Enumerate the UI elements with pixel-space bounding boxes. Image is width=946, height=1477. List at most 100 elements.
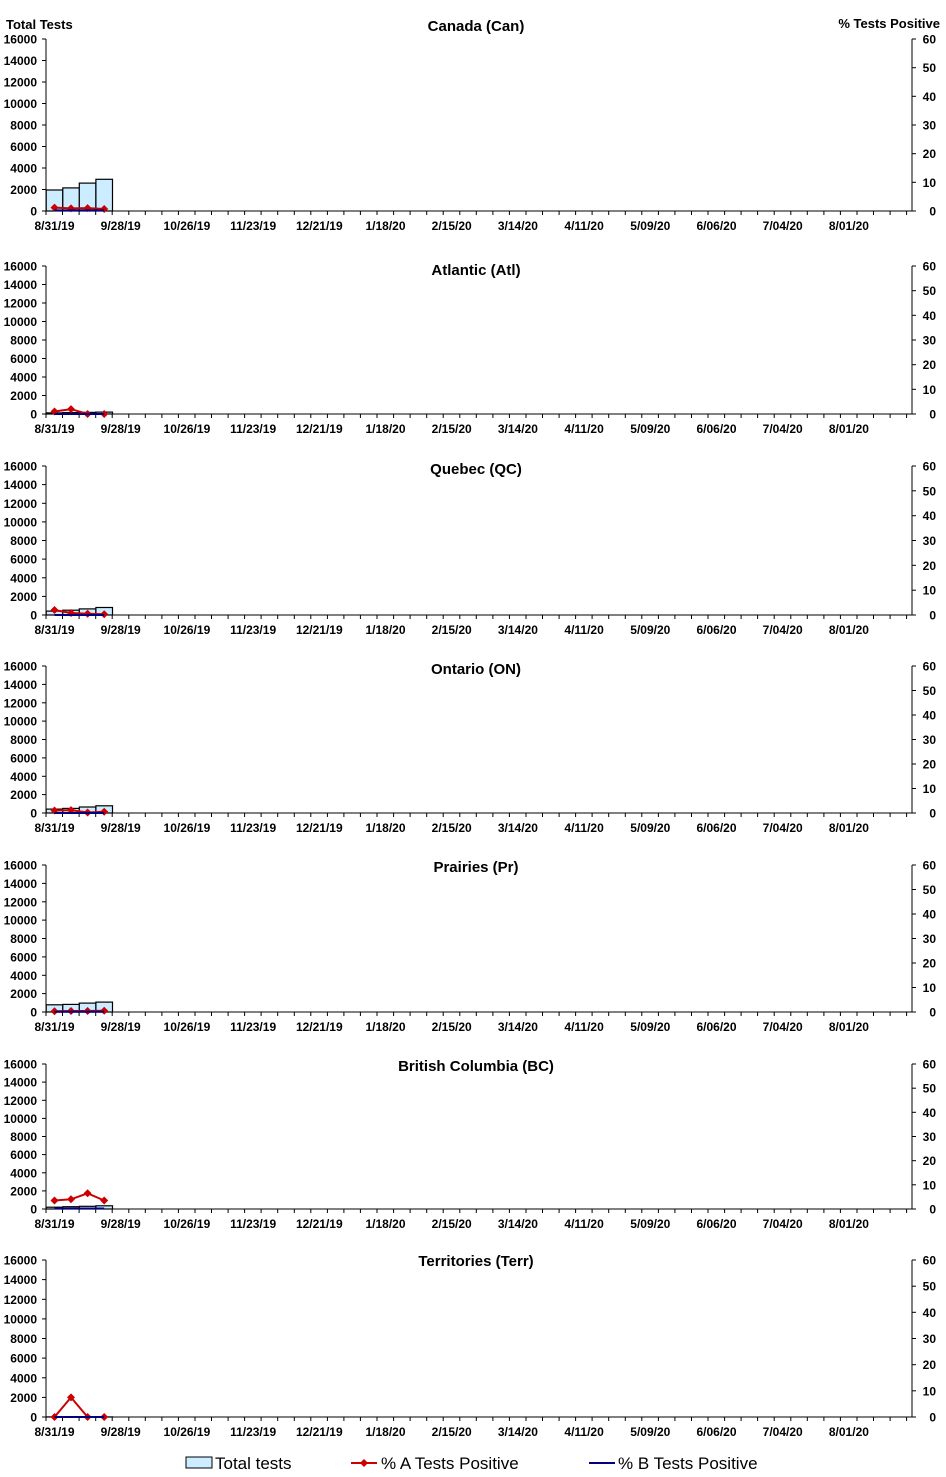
left-tick-label: 10000 (4, 515, 38, 529)
left-tick-label: 8000 (10, 119, 37, 133)
x-tick-label: 1/18/20 (365, 1217, 405, 1231)
x-tick-label: 3/14/20 (498, 1217, 538, 1231)
left-tick-label: 12000 (4, 696, 38, 710)
x-tick-label: 9/28/19 (101, 1020, 141, 1034)
left-tick-label: 16000 (4, 33, 38, 47)
x-tick-label: 8/01/20 (829, 623, 869, 637)
chart-panel: British Columbia (BC) 0 2000 4000 6000 8000 10… (4, 1058, 937, 1232)
chart-panel: Prairies (Pr) 0 2000 4000 6000 8000 10000 12000… (4, 859, 937, 1035)
left-tick-label: 14000 (4, 278, 38, 292)
legend-total-tests-label: Total tests (215, 1454, 292, 1473)
right-axis-title: % Tests Positive (838, 16, 940, 31)
x-tick-label: 12/21/19 (296, 1425, 343, 1439)
x-tick-label: 2/15/20 (432, 821, 472, 835)
right-tick-label: 60 (923, 1058, 937, 1072)
left-tick-label: 4000 (10, 571, 37, 585)
left-tick-label: 14000 (4, 1076, 38, 1090)
x-tick-label: 8/31/19 (34, 623, 74, 637)
left-tick-label: 16000 (4, 460, 38, 474)
left-tick-label: 14000 (4, 678, 38, 692)
x-tick-label: 1/18/20 (365, 821, 405, 835)
right-tick-label: 20 (923, 559, 937, 573)
x-tick-label: 6/06/20 (696, 623, 736, 637)
x-tick-label: 9/28/19 (101, 422, 141, 436)
x-tick-label: 8/31/19 (34, 1217, 74, 1231)
chart-title: Prairies (Pr) (433, 859, 518, 876)
left-tick-label: 16000 (4, 1254, 38, 1268)
x-tick-label: 11/23/19 (230, 821, 276, 835)
left-tick-label: 4000 (10, 1371, 37, 1385)
x-tick-label: 10/26/19 (164, 1217, 211, 1231)
left-tick-label: 4000 (10, 371, 37, 385)
chart-panel: Canada (Can) 0 2000 4000 6000 8000 10000 12000 1… (4, 18, 937, 233)
right-tick-label: 20 (923, 1358, 937, 1372)
x-tick-label: 11/23/19 (230, 1020, 276, 1034)
x-tick-label: 5/09/20 (630, 1020, 670, 1034)
x-tick-label: 7/04/20 (763, 1020, 803, 1034)
left-tick-label: 6000 (10, 352, 37, 366)
left-tick-label: 4000 (10, 770, 37, 784)
x-tick-label: 8/01/20 (829, 1217, 869, 1231)
x-tick-label: 10/26/19 (164, 821, 211, 835)
right-tick-label: 50 (923, 484, 937, 498)
left-tick-label: 2000 (10, 590, 37, 604)
pct-a-point (67, 1393, 75, 1402)
right-tick-label: 20 (923, 1154, 937, 1168)
pct-a-line (53, 1395, 105, 1418)
left-tick-label: 2000 (10, 987, 37, 1001)
right-tick-label: 30 (923, 1332, 937, 1346)
x-tick-label: 5/09/20 (630, 219, 670, 233)
x-tick-label: 4/11/20 (564, 219, 604, 233)
x-tick-label: 8/31/19 (34, 1425, 74, 1439)
left-tick-label: 8000 (10, 1130, 37, 1144)
left-tick-label: 14000 (4, 877, 38, 891)
chart-title: Ontario (ON) (431, 661, 521, 678)
x-tick-label: 2/15/20 (432, 623, 472, 637)
x-tick-label: 2/15/20 (432, 1425, 472, 1439)
x-tick-label: 8/31/19 (34, 821, 74, 835)
right-tick-label: 60 (923, 33, 937, 47)
left-tick-label: 2000 (10, 183, 37, 197)
x-tick-label: 5/09/20 (630, 623, 670, 637)
right-tick-label: 40 (923, 709, 937, 723)
right-tick-label: 20 (923, 147, 937, 161)
x-tick-label: 11/23/19 (230, 219, 276, 233)
pct-a-point (100, 1196, 109, 1205)
right-tick-label: 40 (923, 1106, 937, 1120)
x-tick-label: 7/04/20 (763, 821, 803, 835)
chart-title: Atlantic (Atl) (431, 262, 520, 279)
x-tick-label: 11/23/19 (230, 623, 276, 637)
x-tick-label: 2/15/20 (432, 1217, 472, 1231)
x-tick-label: 10/26/19 (164, 422, 211, 436)
x-tick-label: 12/21/19 (296, 623, 343, 637)
left-tick-label: 10000 (4, 914, 38, 928)
left-tick-label: 6000 (10, 1148, 37, 1162)
x-tick-label: 9/28/19 (101, 219, 141, 233)
x-tick-label: 10/26/19 (164, 219, 211, 233)
left-tick-label: 0 (30, 609, 37, 623)
chart-panel: Ontario (ON) 0 2000 4000 6000 8000 10000 12000 1… (4, 660, 937, 836)
right-tick-label: 10 (923, 584, 937, 598)
left-tick-label: 2000 (10, 1391, 37, 1405)
left-tick-label: 14000 (4, 478, 38, 492)
x-tick-label: 7/04/20 (763, 1425, 803, 1439)
chart-panel: Quebec (QC) 0 2000 4000 6000 8000 10000 12000 14… (4, 460, 937, 638)
left-tick-label: 16000 (4, 1058, 38, 1072)
x-tick-label: 9/28/19 (101, 1217, 141, 1231)
left-tick-label: 8000 (10, 534, 37, 548)
left-tick-label: 6000 (10, 950, 37, 964)
right-tick-label: 30 (923, 1130, 937, 1144)
left-tick-label: 2000 (10, 788, 37, 802)
legend-total-tests-swatch (185, 1456, 213, 1469)
left-tick-label: 4000 (10, 1166, 37, 1180)
x-tick-label: 1/18/20 (365, 1020, 405, 1034)
x-tick-label: 7/04/20 (763, 422, 803, 436)
x-tick-label: 12/21/19 (296, 1217, 343, 1231)
right-tick-label: 60 (923, 859, 937, 873)
x-tick-label: 1/18/20 (365, 623, 405, 637)
right-tick-label: 20 (923, 957, 937, 971)
right-tick-label: 60 (923, 660, 937, 674)
x-tick-label: 11/23/19 (230, 422, 276, 436)
left-tick-label: 14000 (4, 54, 38, 68)
x-tick-label: 8/31/19 (34, 1020, 74, 1034)
